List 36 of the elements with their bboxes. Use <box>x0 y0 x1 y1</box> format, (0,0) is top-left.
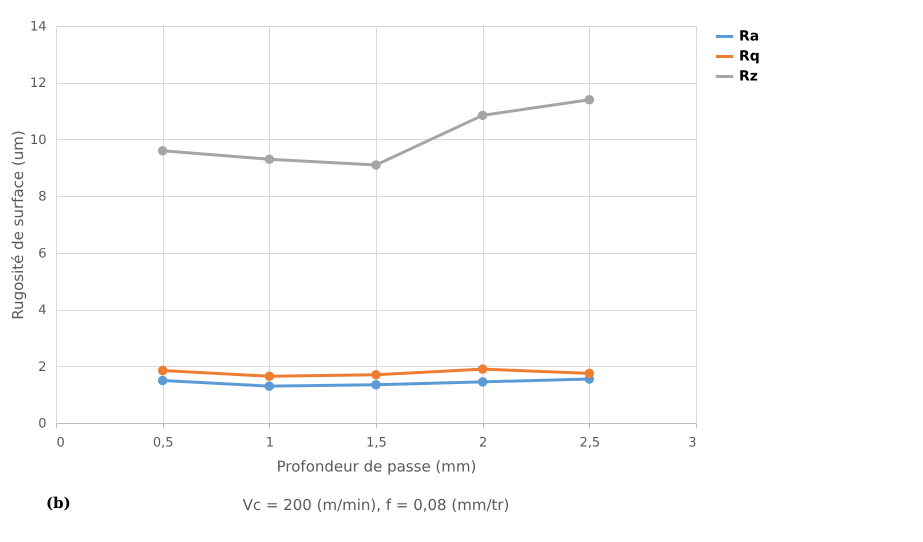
y-tick-label: 8 <box>38 190 46 205</box>
x-axis-title: Profondeur de passe (mm) <box>276 458 476 476</box>
x-tick-label: 2,5 <box>579 436 600 450</box>
y-tick-label: 10 <box>30 132 46 148</box>
y-tick-label: 0 <box>38 416 46 432</box>
legend-label: Ra <box>739 28 760 44</box>
point <box>371 380 381 390</box>
x-tick-label: 2 <box>479 436 488 450</box>
x-tick-label: 1,5 <box>366 436 387 450</box>
y-axis-title: Rugosité de surface (um) <box>8 130 27 320</box>
point <box>478 110 488 120</box>
x-tick-label: 3 <box>688 436 696 450</box>
point <box>158 146 168 156</box>
text: Vc = 200 (m/min), f = 0,08 (mm/tr) <box>242 496 510 514</box>
point <box>584 368 594 378</box>
x-tick-label: 0 <box>56 436 65 450</box>
x-tick-label: 1 <box>266 436 274 450</box>
y-tick-label: 4 <box>38 303 46 318</box>
y-tick-label: 2 <box>38 360 46 375</box>
point <box>371 370 381 380</box>
point <box>158 366 168 376</box>
text: (b) <box>46 494 71 512</box>
point <box>264 381 274 391</box>
point <box>478 364 488 374</box>
point <box>264 371 274 381</box>
point <box>264 154 274 164</box>
point <box>478 377 488 387</box>
legend-label: Rz <box>739 68 758 84</box>
point <box>371 160 381 170</box>
y-tick-label: 14 <box>30 20 46 34</box>
point <box>584 94 594 104</box>
legend-label: Rq <box>739 48 760 64</box>
y-tick-label: 12 <box>30 76 46 92</box>
y-tick-label: 6 <box>38 246 46 262</box>
point <box>158 376 168 386</box>
x-tick-label: 0,5 <box>152 436 174 450</box>
